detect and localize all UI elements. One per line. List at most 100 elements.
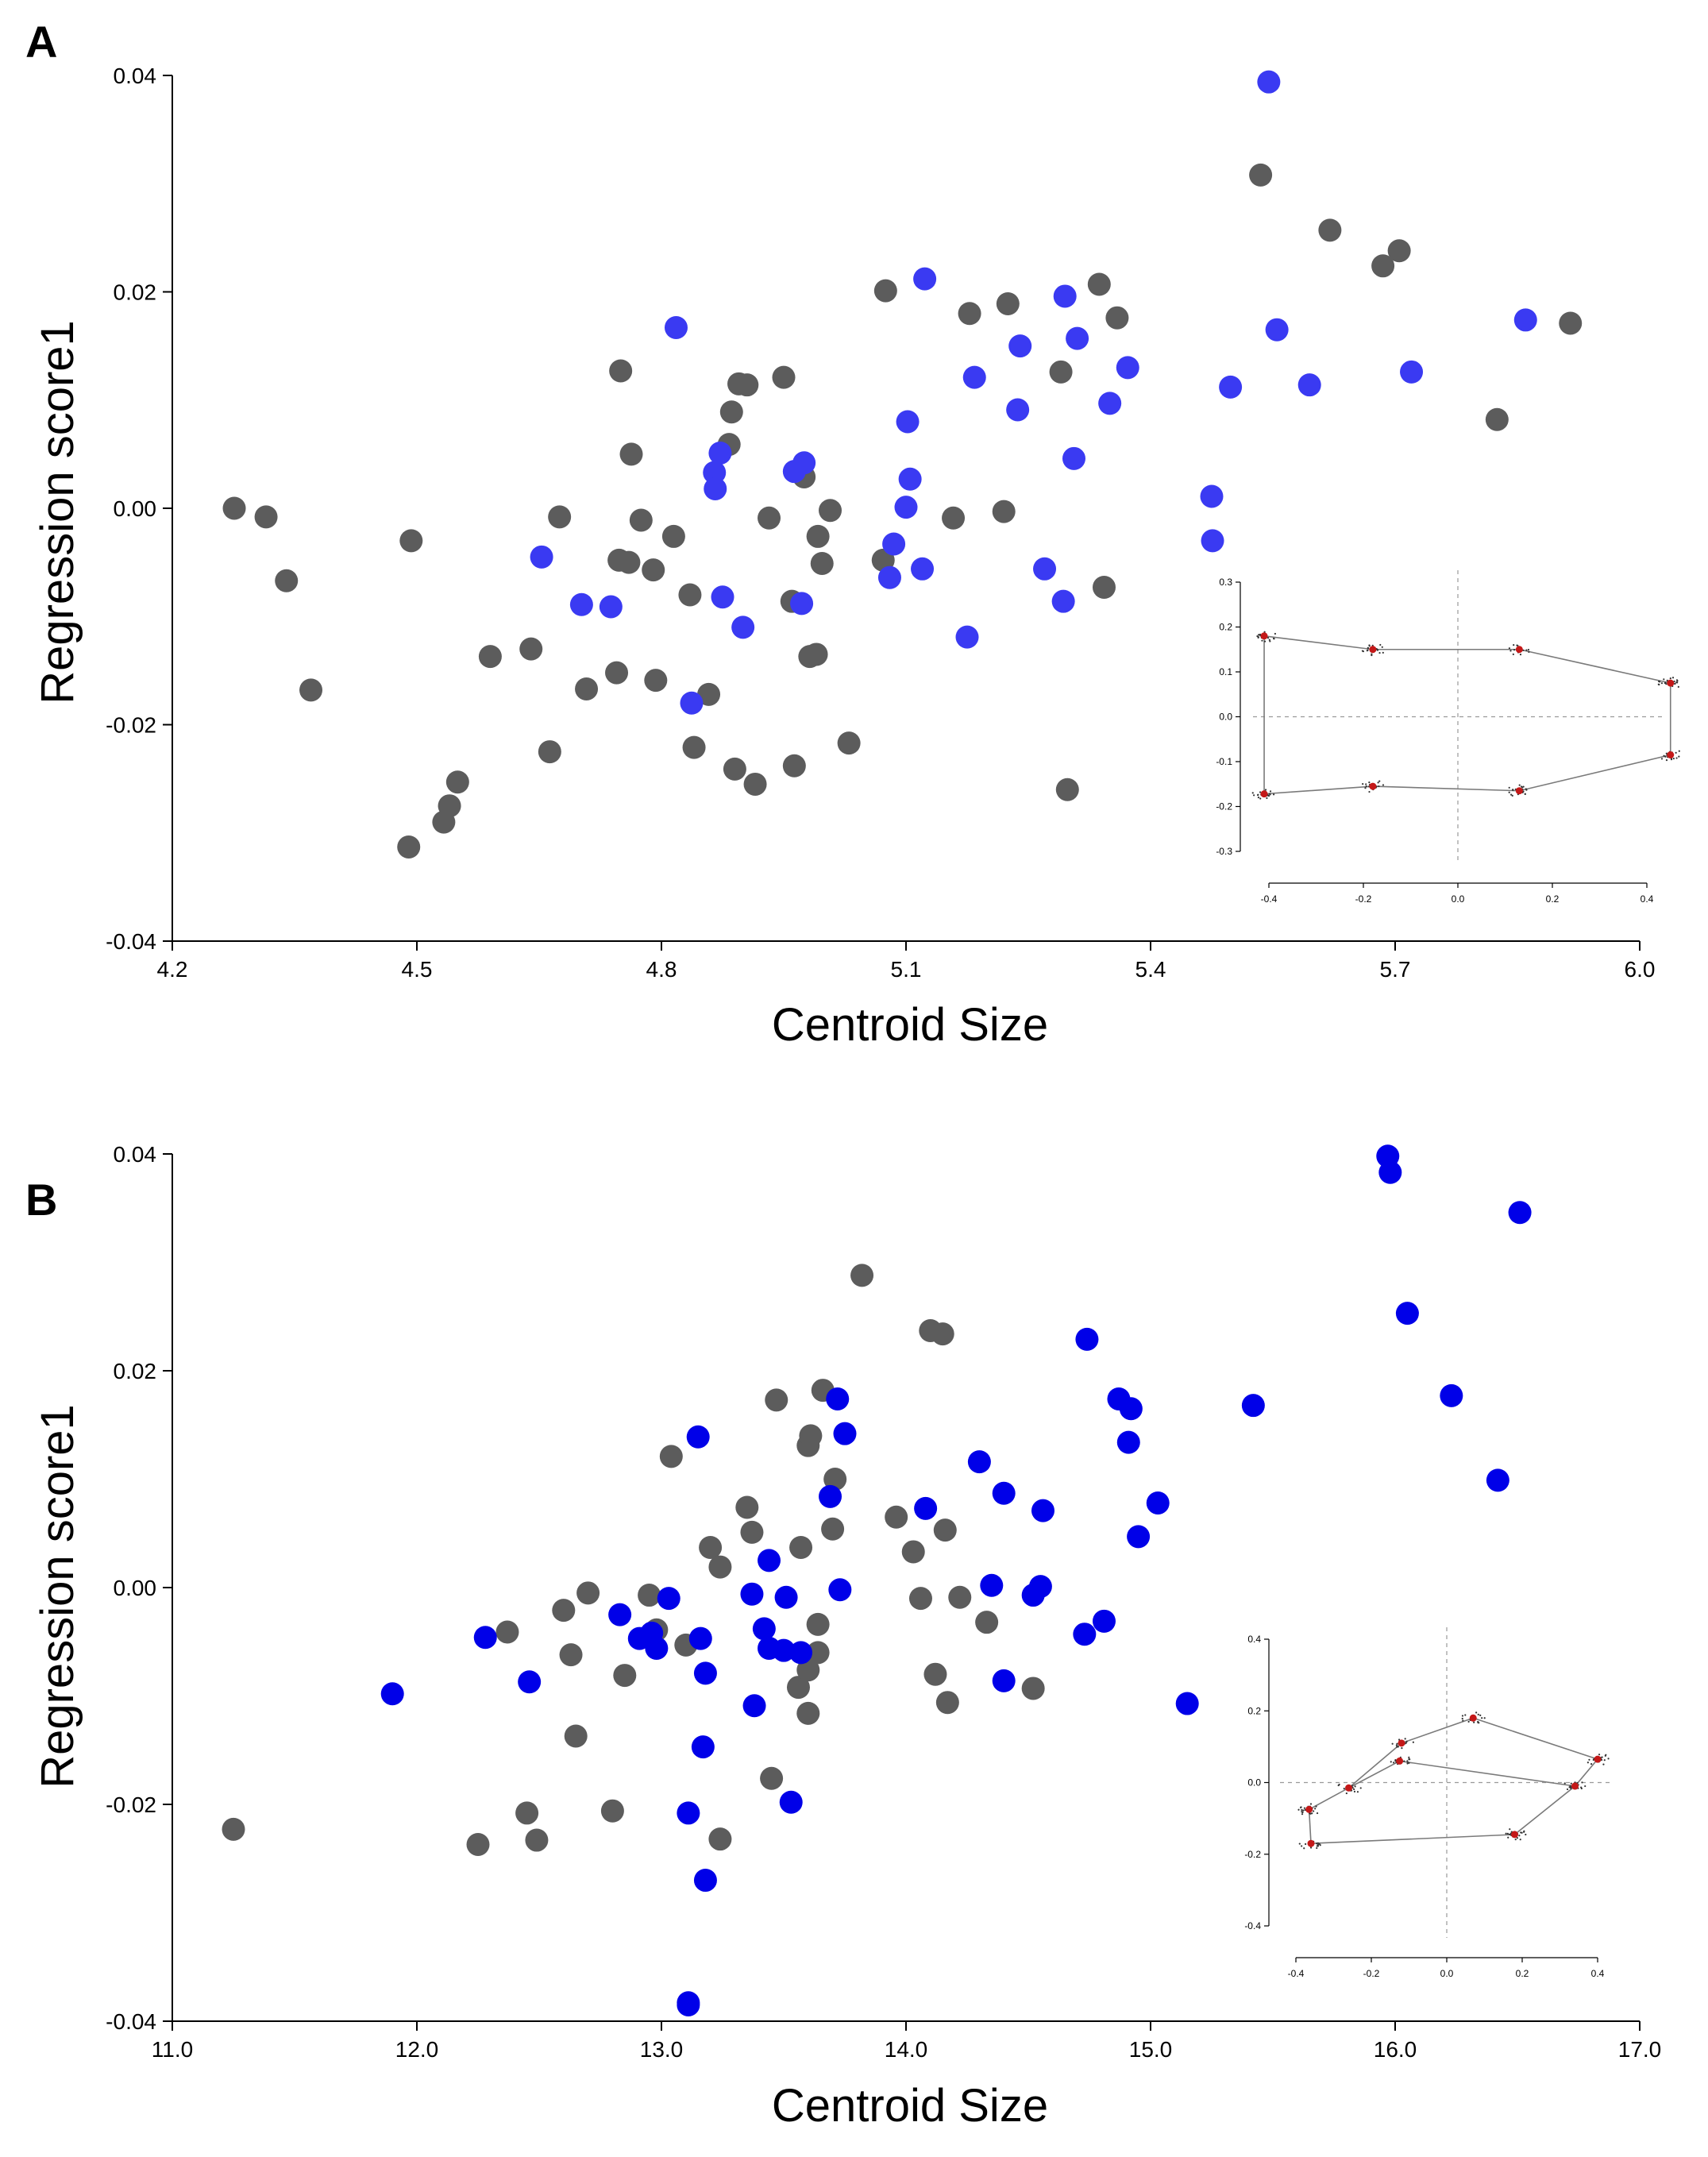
panel-a-point-gray bbox=[719, 400, 743, 424]
panel-b-x-tick-label: 14.0 bbox=[885, 2037, 928, 2062]
panel-a-point-blue bbox=[664, 315, 688, 339]
panel-a-inset-y-tick-label: -0.1 bbox=[1216, 756, 1232, 767]
panel-a-point-gray bbox=[735, 373, 759, 397]
panel-a-point-blue bbox=[1201, 529, 1224, 553]
panel-b-inset-x-tick-label: 0.0 bbox=[1440, 1968, 1454, 1979]
panel-b-inset: -0.4 -0.2 0.0 0.2 0.4 0.4 0.2 0.0 -0.2 -0.4 bbox=[1244, 1627, 1614, 1979]
panel-a-point-gray bbox=[942, 506, 966, 530]
panel-b-point-gray bbox=[850, 1264, 874, 1287]
panel-a-x-tick-label: 5.1 bbox=[891, 957, 922, 982]
panel-a-point-gray bbox=[1049, 360, 1073, 384]
panel-b-point-blue bbox=[1073, 1623, 1097, 1646]
panel-a-axes: 4.2 4.5 4.8 5.1 5.4 5.7 6.0 0.04 0.02 0.00 -0.02 -0… bbox=[106, 64, 1655, 982]
panel-b-point-blue bbox=[691, 1735, 715, 1759]
panel-a-point-gray bbox=[1387, 239, 1411, 263]
panel-b-point-blue bbox=[789, 1641, 813, 1665]
panel-b-inset-landmark bbox=[1297, 1803, 1319, 1816]
panel-a-point-blue bbox=[731, 615, 755, 639]
panel-a-inset-y-tick-label: 0.0 bbox=[1219, 712, 1232, 723]
panel-a-point-gray bbox=[873, 279, 897, 303]
panel-b-point-gray bbox=[933, 1518, 957, 1542]
panel-b-point-blue bbox=[758, 1549, 781, 1572]
panel-b-point-blue bbox=[779, 1790, 803, 1814]
panel-b-point-gray bbox=[923, 1662, 947, 1686]
panel-b-point-blue bbox=[1031, 1499, 1054, 1522]
panel-b: B Centroid Size Regression score1 11.0 12… bbox=[25, 1142, 1661, 2132]
panel-b-point-gray bbox=[796, 1658, 820, 1682]
panel-a-point-gray bbox=[804, 642, 828, 666]
panel-a-point-gray bbox=[1249, 163, 1273, 187]
panel-a-point-blue bbox=[680, 691, 704, 715]
panel-a-inset-y-tick-label: 0.1 bbox=[1219, 666, 1232, 677]
panel-a-point-gray bbox=[538, 740, 561, 764]
panel-a-point-blue bbox=[1098, 392, 1122, 415]
panel-a-point-blue bbox=[1513, 308, 1537, 332]
panel-b-inset-y-tick-label: -0.2 bbox=[1244, 1849, 1261, 1860]
panel-b-point-blue bbox=[645, 1636, 669, 1660]
panel-a-point-blue bbox=[1062, 446, 1085, 470]
panel-a-point-blue bbox=[708, 442, 732, 465]
panel-a-point-gray bbox=[1055, 778, 1079, 801]
panel-b-point-blue bbox=[914, 1496, 938, 1520]
panel-a-point-blue bbox=[894, 496, 918, 519]
panel-a-point-gray bbox=[1371, 254, 1395, 278]
panel-a-point-blue bbox=[790, 592, 814, 615]
panel-b-point-blue bbox=[1127, 1525, 1151, 1549]
panel-b-point-blue bbox=[1175, 1692, 1199, 1715]
panel-b-letter: B bbox=[25, 1175, 57, 1225]
panel-a-point-gray bbox=[697, 682, 721, 706]
panel-a-letter: A bbox=[25, 17, 57, 67]
panel-a-point-gray bbox=[1318, 218, 1342, 242]
panel-a-point-gray bbox=[958, 302, 981, 326]
panel-a-point-gray bbox=[837, 731, 861, 755]
panel-b-point-gray bbox=[908, 1587, 932, 1611]
panel-a-point-gray bbox=[1485, 407, 1509, 431]
panel-a-point-blue bbox=[530, 545, 553, 569]
panel-a-point-gray bbox=[682, 735, 706, 759]
panel-b-point-gray bbox=[786, 1676, 810, 1700]
panel-b-point-blue bbox=[833, 1422, 857, 1445]
panel-a-point-blue bbox=[1200, 484, 1224, 508]
panel-a-point-blue bbox=[877, 565, 901, 589]
panel-a-point-gray bbox=[1105, 306, 1129, 330]
panel-b-point-blue bbox=[967, 1450, 991, 1474]
panel-a-inset-landmark bbox=[1508, 643, 1530, 656]
panel-a-point-blue bbox=[703, 461, 727, 484]
panel-b-point-gray bbox=[823, 1468, 847, 1491]
panel-a-x-tick-label: 4.8 bbox=[646, 957, 677, 982]
panel-a-point-blue bbox=[1051, 589, 1075, 613]
panel-a-inset-landmark bbox=[1362, 780, 1385, 793]
panel-b-point-gray bbox=[760, 1766, 784, 1790]
panel-a-point-gray bbox=[810, 551, 834, 575]
panel-a-inset-landmark bbox=[1660, 750, 1680, 762]
panel-b-point-gray bbox=[735, 1495, 759, 1519]
panel-a-inset-x-tick-label: -0.2 bbox=[1355, 893, 1372, 905]
panel-b-x-axis-title: Centroid Size bbox=[772, 2080, 1048, 2132]
panel-b-point-gray bbox=[515, 1801, 539, 1825]
panel-a-point-gray bbox=[222, 496, 246, 520]
panel-b-x-tick-label: 16.0 bbox=[1374, 2037, 1417, 2062]
panel-b-point-blue bbox=[677, 1993, 700, 2017]
panel-b-point-blue bbox=[608, 1603, 632, 1626]
panel-b-point-blue bbox=[1075, 1327, 1099, 1351]
panel-a-point-gray bbox=[575, 677, 599, 701]
panel-b-inset-landmark bbox=[1563, 1781, 1587, 1791]
panel-a-inset-y-tick-label: 0.2 bbox=[1219, 622, 1232, 633]
panel-b-point-gray bbox=[789, 1535, 813, 1559]
panel-b-point-gray bbox=[564, 1724, 588, 1748]
panel-a-point-blue bbox=[911, 557, 935, 581]
panel-a-point-blue bbox=[1116, 356, 1139, 380]
panel-a-point-blue bbox=[569, 592, 593, 616]
panel-a-y-tick-label: 0.04 bbox=[114, 64, 157, 88]
panel-b-point-blue bbox=[693, 1661, 717, 1685]
panel-b-point-gray bbox=[525, 1828, 549, 1852]
panel-b-point-gray bbox=[931, 1322, 954, 1346]
panel-b-inset-y-tick-label: 0.0 bbox=[1247, 1777, 1261, 1788]
panel-a-inset-landmark bbox=[1657, 677, 1679, 688]
panel-b-inset-wireframe-link bbox=[1348, 1760, 1400, 1788]
panel-b-y-tick-label: 0.00 bbox=[114, 1576, 157, 1600]
panel-b-point-blue bbox=[828, 1578, 852, 1602]
panel-b-point-gray bbox=[740, 1520, 764, 1544]
